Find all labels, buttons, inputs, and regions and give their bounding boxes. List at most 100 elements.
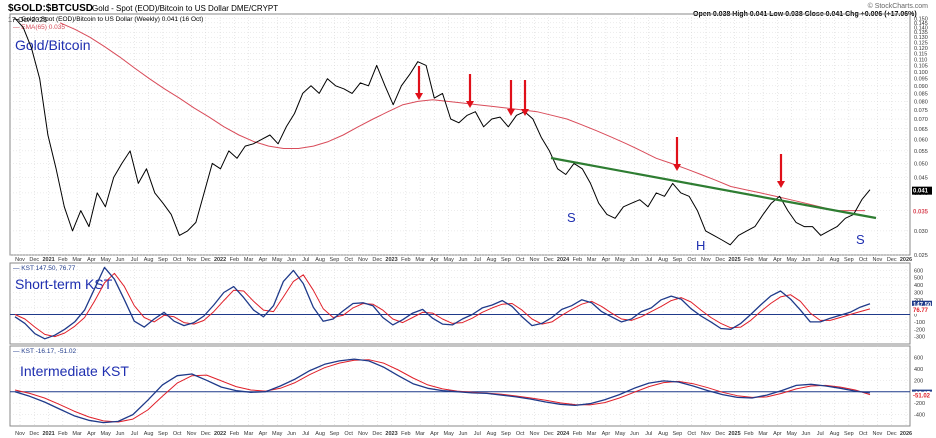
x-tick-label: Mar [758,257,768,263]
x-tick-label: Dec [201,431,211,437]
y-tick-label: 0.100 [914,70,928,76]
y-tick-label: -200 [914,401,925,407]
x-tick-label: Apr [430,431,439,437]
x-tick-label: Jun [802,431,811,437]
x-tick-label: Jun [459,257,468,263]
x-tick-label: 2024 [557,431,570,437]
y-tick-label: 0.140 [914,25,928,31]
x-tick-label: Dec [372,431,382,437]
y-tick-label: -300 [914,335,925,341]
panel-frame-2 [9,262,911,345]
arrow-head [673,164,681,171]
x-tick-label: Nov [187,431,197,437]
neckline-trendline [550,156,877,220]
y-tick-label: 0.090 [914,84,928,90]
x-tick-label: Nov [530,257,540,263]
x-tick-label: Apr [259,257,268,263]
x-tick-label: Aug [658,257,668,263]
x-tick-label: May [272,257,283,263]
x-tick-label: Mar [587,431,597,437]
x-tick-label: Nov [701,431,711,437]
ema-last-value: 0.035 [913,210,929,216]
x-tick-label: Mar [244,257,254,263]
x-tick-label: Aug [830,257,840,263]
y-tick-label: 600 [914,355,923,361]
y-tick-label: 0.105 [914,63,928,69]
x-tick-label: Apr [773,257,782,263]
x-tick-label: Feb [401,257,410,263]
right-shoulder-label: S [856,232,865,247]
x-tick-label: Mar [72,257,82,263]
x-tick-label: Jul [302,257,309,263]
x-tick-label: Apr [430,257,439,263]
kst-short-legend: — KST 147.50, 76.77 [13,265,76,272]
x-tick-label: Nov [701,257,711,263]
y-tick-label: 0.145 [914,21,928,27]
y-tick-label: 0.060 [914,137,928,143]
x-tick-label: Mar [587,257,597,263]
x-tick-label: Jun [287,431,296,437]
x-tick-label: Apr [602,431,611,437]
x-tick-label: Apr [87,257,96,263]
x-tick-label: Sep [672,431,682,437]
x-tick-label: Nov [15,257,25,263]
inter-kst-signal-value: -51.02 [913,394,931,400]
x-tick-label: May [615,257,626,263]
short-kst-line [14,266,871,340]
y-tick-label: -400 [914,413,925,419]
arrow-head [777,181,785,188]
x-tick-label: Nov [873,257,883,263]
x-tick-label: Sep [158,257,168,263]
x-tick-label: 2021 [42,431,54,437]
x-tick-label: Nov [15,431,25,437]
x-tick-label: Sep [844,257,854,263]
x-tick-label: Aug [487,431,497,437]
y-axes: 0.1500.1450.1400.1350.1300.1250.1200.115… [914,16,928,418]
x-tick-label: Aug [830,431,840,437]
panel-title-short-kst: Short-term KST [15,276,113,292]
x-tick-label: Jul [817,431,824,437]
x-tick-label: 2026 [900,431,912,437]
y-tick-label: 0.085 [914,91,928,97]
panel-frame-3 [9,345,911,427]
short-kst-series [14,266,871,340]
panel-title-gold-bitcoin: Gold/Bitcoin [15,37,90,53]
y-tick-label: 0.045 [914,175,928,181]
x-tick-label: Aug [144,257,154,263]
x-tick-label: 2025 [728,257,740,263]
x-tick-label: Feb [573,431,582,437]
x-tick-label: Oct [173,257,182,263]
y-tick-label: 300 [914,290,923,296]
x-tick-label: Nov [358,257,368,263]
y-tick-label: -100 [914,320,925,326]
intermediate-kst-series [14,358,871,424]
x-tick-label: Jun [630,431,639,437]
x-tick-label: Jun [116,257,125,263]
x-tick-label: Mar [758,431,768,437]
ema-last-value-bg [912,207,932,216]
x-tick-label: 2026 [900,257,912,263]
x-tick-label: 2022 [214,257,226,263]
x-tick-label: Sep [329,257,339,263]
x-tick-label: Aug [144,431,154,437]
y-tick-label: 0.150 [914,16,928,22]
y-tick-label: 0.025 [914,253,928,259]
x-axis: NovNovDecDec20212021FebFebMarMarAprAprMa… [15,257,912,437]
x-tick-label: Feb [230,257,239,263]
y-tick-label: 600 [914,268,923,274]
x-tick-label: Oct [687,431,696,437]
x-tick-label: Dec [887,431,897,437]
x-tick-label: Nov [530,431,540,437]
x-tick-label: Jul [302,431,309,437]
watermark: © StockCharts.com [868,2,929,10]
y-tick-label: 0.130 [914,35,928,41]
y-tick-label: 0.070 [914,117,928,123]
x-tick-label: Apr [602,257,611,263]
y-tick-label: 200 [914,378,923,384]
arrow-head [521,109,529,116]
x-tick-label: Mar [415,257,425,263]
x-tick-label: Sep [672,257,682,263]
down-arrow-icon [521,80,529,116]
y-tick-label: 0.050 [914,161,928,167]
